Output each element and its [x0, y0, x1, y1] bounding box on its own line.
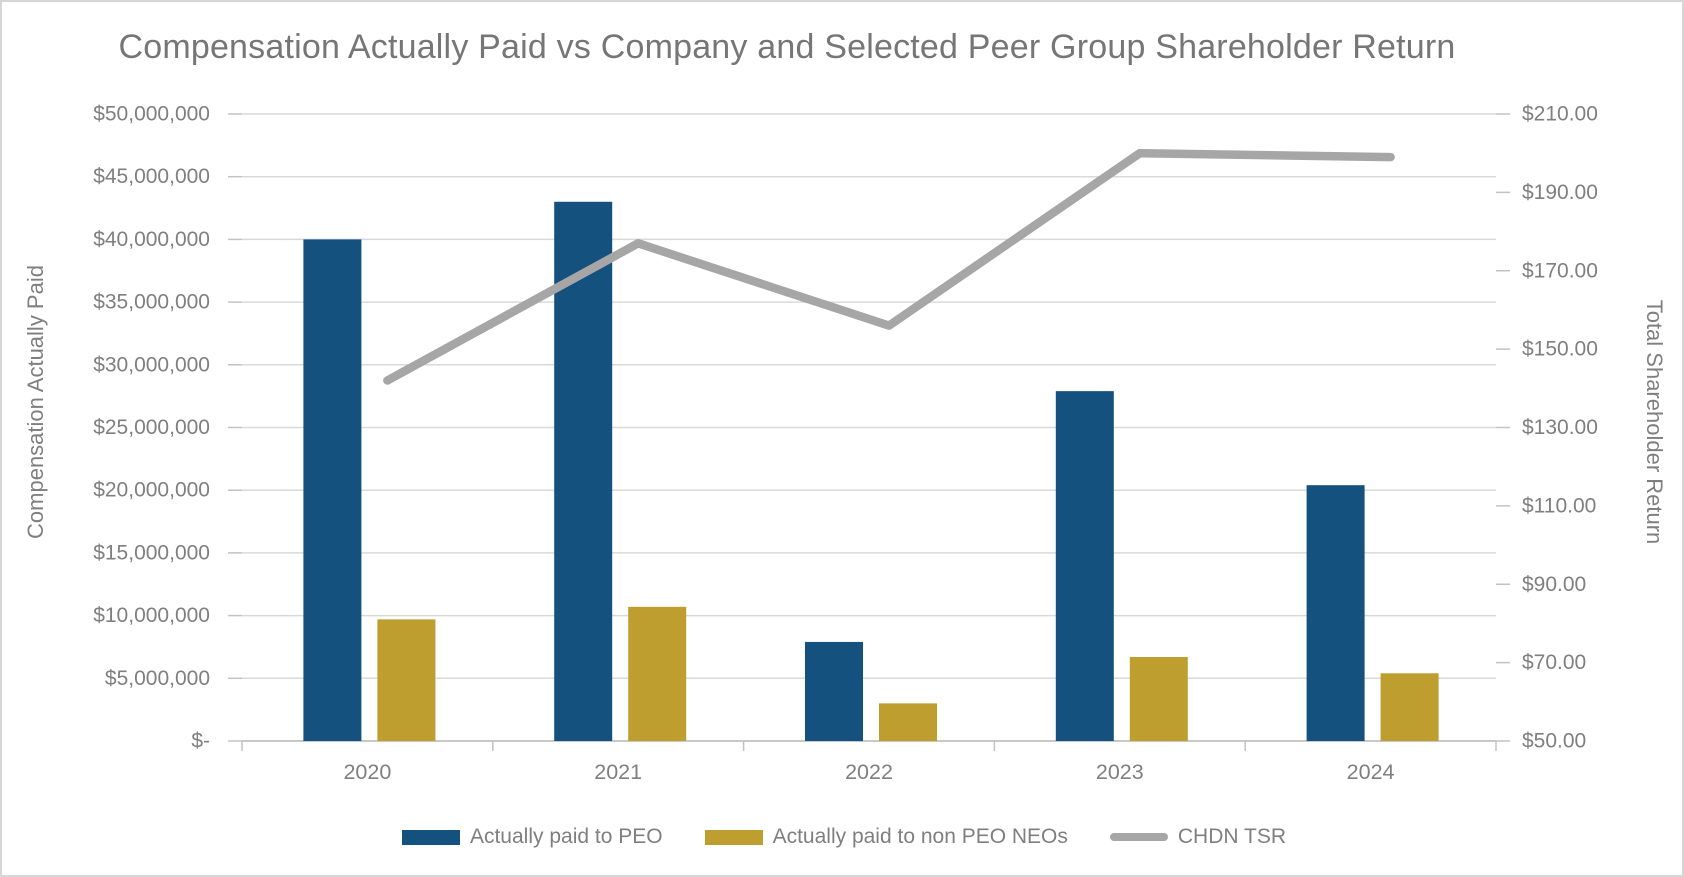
- bar-actually-paid-to-non-peo-neos-2021: [628, 606, 687, 741]
- left-axis-tick-label: $45,000,000: [93, 165, 210, 188]
- legend-label-chdn-tsr: CHDN TSR: [1177, 825, 1287, 848]
- legend-item-chdn-tsr: CHDN TSR: [1109, 825, 1287, 849]
- legend-swatch-non-peo-neos: [704, 829, 763, 845]
- bar-actually-paid-to-peo-2022: [805, 641, 863, 741]
- bar-actually-paid-to-peo-2020: [303, 239, 362, 741]
- bar-actually-paid-to-non-peo-neos-2020: [377, 619, 436, 741]
- x-axis-label: 2021: [594, 760, 642, 784]
- legend-swatch-chdn-tsr-line: [1109, 833, 1168, 841]
- right-axis-tick-label: $130.00: [1522, 416, 1598, 439]
- x-axis-label: 2024: [1347, 760, 1395, 784]
- right-axis-tick-label: $150.00: [1522, 338, 1598, 361]
- right-axis-tick-label: $70.00: [1522, 651, 1586, 674]
- chart-title: Compensation Actually Paid vs Company an…: [118, 28, 1456, 66]
- legend-item-peo: Actually paid to PEO: [401, 825, 663, 849]
- right-axis-tick-label: $50.00: [1522, 730, 1586, 753]
- right-axis-tick-label: $190.00: [1522, 181, 1598, 204]
- legend: Actually paid to PEO Actually paid to no…: [2, 820, 1682, 854]
- bar-actually-paid-to-non-peo-neos-2022: [879, 703, 937, 741]
- bar-actually-paid-to-peo-2024: [1306, 485, 1365, 741]
- x-axis-label: 2023: [1096, 760, 1144, 784]
- left-axis-tick-label: $5,000,000: [105, 667, 210, 690]
- legend-label-non-peo-neos: Actually paid to non PEO NEOs: [772, 825, 1068, 848]
- x-axis-label: 2020: [343, 760, 391, 784]
- right-axis-tick-label: $170.00: [1522, 259, 1598, 282]
- legend-label-peo: Actually paid to PEO: [469, 825, 663, 848]
- left-axis-tick-label: $50,000,000: [93, 103, 210, 126]
- legend-swatch-peo: [401, 829, 460, 845]
- x-axis-label: 2022: [845, 760, 893, 784]
- tsr-line: [383, 148, 1395, 385]
- left-axis-tick-label: $30,000,000: [93, 353, 210, 376]
- bar-actually-paid-to-non-peo-neos-2023: [1129, 656, 1188, 741]
- left-axis-tick-label: $15,000,000: [93, 541, 210, 564]
- bar-actually-paid-to-peo-2021: [554, 201, 613, 741]
- left-axis-tick-label: $40,000,000: [93, 228, 210, 251]
- right-axis-tick-label: $90.00: [1522, 573, 1586, 596]
- left-axis-tick-label: $-: [191, 730, 210, 753]
- left-axis-tick-label: $10,000,000: [93, 604, 210, 627]
- bar-actually-paid-to-non-peo-neos-2024: [1380, 673, 1439, 741]
- left-axis-tick-label: $20,000,000: [93, 479, 210, 502]
- bar-actually-paid-to-peo-2023: [1055, 391, 1114, 741]
- legend-item-non-peo-neos: Actually paid to non PEO NEOs: [704, 825, 1068, 849]
- right-axis-tick-label: $110.00: [1522, 494, 1596, 517]
- right-axis-tick-label: $210.00: [1522, 103, 1598, 126]
- left-axis-tick-label: $25,000,000: [93, 416, 210, 439]
- left-axis-tick-label: $35,000,000: [93, 291, 210, 314]
